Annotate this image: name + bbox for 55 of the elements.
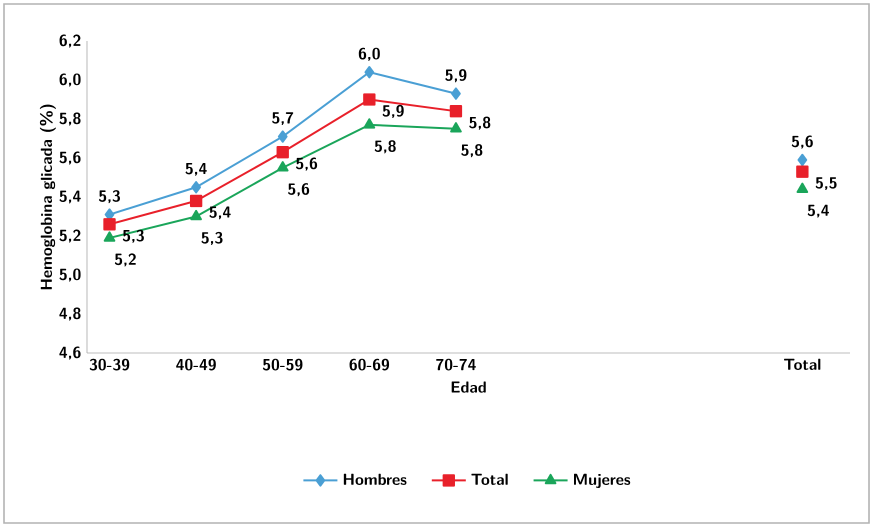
y-tick-label: 6,2 — [60, 34, 80, 48]
point — [451, 87, 461, 100]
data-label: 5,6 — [792, 135, 813, 149]
x-tick-label: 60-69 — [350, 358, 390, 370]
point — [103, 218, 116, 230]
point — [364, 66, 374, 78]
y-tick-label: 4,6 — [59, 346, 81, 360]
x-axis-title: Edad — [452, 382, 486, 393]
x-tick-label: 70-74 — [436, 358, 476, 370]
data-label: 5,6 — [288, 183, 310, 196]
data-label: 5,4 — [808, 204, 829, 218]
data-label: 5,7 — [272, 112, 294, 125]
data-label: 5,6 — [296, 158, 318, 171]
point — [191, 181, 202, 194]
y-tick-label: 5,8 — [59, 112, 81, 126]
point — [363, 93, 376, 106]
y-tick-label: 5,2 — [59, 229, 80, 243]
data-label: 5,9 — [445, 69, 466, 82]
data-label: 5,3 — [122, 230, 144, 243]
point — [796, 165, 809, 178]
point — [450, 105, 462, 118]
data-label: 5,4 — [209, 206, 231, 220]
x-tick-label: 50-59 — [262, 358, 302, 370]
y-tick-label: 6,0 — [60, 73, 81, 87]
x-tick-label: 40-49 — [176, 358, 216, 370]
point — [364, 118, 376, 129]
legend-label: Mujeres — [574, 474, 630, 488]
data-label: 6,0 — [358, 48, 380, 61]
x-tick-label: 30-39 — [90, 358, 130, 370]
data-label: 5,5 — [816, 177, 837, 190]
y-axis-title: Hemoglobina glicada (%) — [40, 104, 56, 290]
data-label: 5,2 — [114, 253, 136, 266]
point — [796, 182, 808, 193]
y-tick-label: 5,6 — [59, 151, 81, 165]
point — [278, 130, 288, 143]
data-label: 5,8 — [469, 116, 490, 130]
legend-label: Total — [471, 474, 508, 485]
y-tick-label: 4,8 — [59, 307, 81, 321]
point — [276, 161, 289, 172]
point — [190, 210, 202, 220]
legend-label: Hombres — [344, 474, 406, 485]
point — [450, 122, 462, 133]
point — [797, 154, 808, 166]
point — [104, 231, 116, 242]
data-label: 5,9 — [382, 104, 404, 118]
data-label: 5,3 — [98, 190, 120, 204]
point — [276, 146, 289, 158]
data-label: 5,3 — [201, 232, 223, 245]
data-label: 5,8 — [374, 140, 396, 154]
x-tick-label: Total — [784, 358, 820, 370]
data-label: 5,8 — [461, 144, 482, 158]
point — [190, 194, 202, 208]
y-tick-label: 5,0 — [59, 268, 81, 282]
data-label: 5,4 — [186, 162, 207, 176]
y-tick-label: 5,4 — [59, 190, 81, 204]
